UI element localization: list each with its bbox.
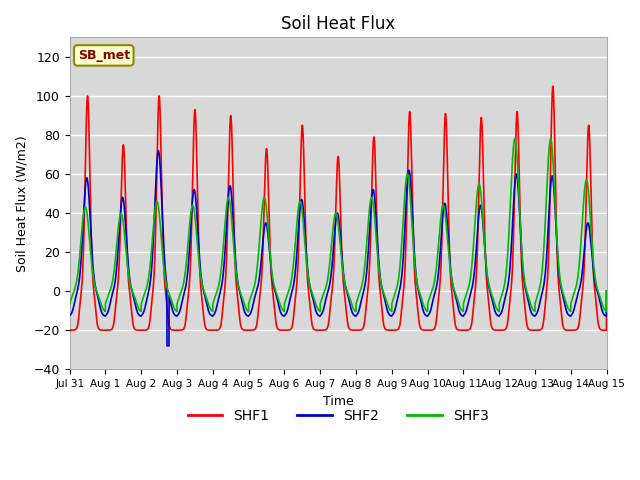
SHF3 [489,294,497,300]
SHF2 [459,313,467,319]
SHF3 [318,296,326,301]
SHF2 [66,312,74,318]
SHF2 [163,277,170,283]
SHF2 [489,300,497,306]
SHF3 [163,280,170,286]
SHF2 [602,313,610,319]
SHF2 [163,343,171,348]
Line: SHF2: SHF2 [70,151,607,346]
SHF1 [489,326,497,332]
SHF1 [602,327,610,333]
SHF3 [603,288,611,294]
Legend: SHF1, SHF2, SHF3: SHF1, SHF2, SHF3 [182,404,494,429]
SHF1 [429,327,436,333]
SHF3 [458,308,466,313]
SHF1 [66,327,74,333]
SHF1 [603,288,611,294]
SHF3 [567,309,575,314]
SHF3 [429,287,436,292]
Line: SHF1: SHF1 [70,86,607,330]
SHF1 [318,327,326,333]
SHF1 [549,84,557,89]
SHF3 [547,136,554,142]
SHF2 [155,148,163,154]
SHF1 [163,295,170,301]
SHF3 [66,301,74,307]
SHF3 [602,308,610,314]
Y-axis label: Soil Heat Flux (W/m2): Soil Heat Flux (W/m2) [15,135,28,272]
X-axis label: Time: Time [323,395,353,408]
SHF2 [318,310,326,316]
Text: SB_met: SB_met [77,49,130,62]
Title: Soil Heat Flux: Soil Heat Flux [281,15,396,33]
SHF2 [429,298,436,304]
SHF1 [458,327,466,333]
SHF2 [603,288,611,294]
Line: SHF3: SHF3 [70,139,607,312]
